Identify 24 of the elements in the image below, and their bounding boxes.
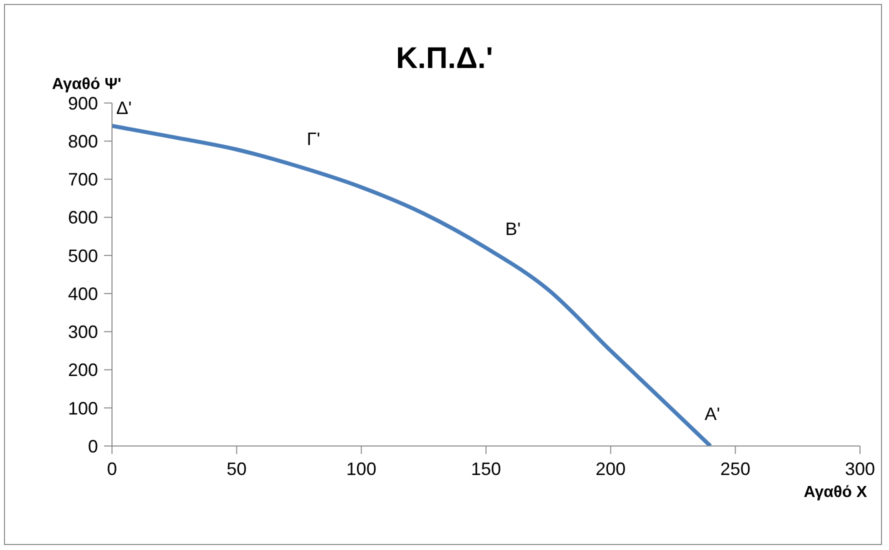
y-tick-label: 800 xyxy=(68,132,98,152)
y-tick-label: 500 xyxy=(68,246,98,266)
y-tick-label: 300 xyxy=(68,322,98,342)
y-tick-label: 900 xyxy=(68,93,98,114)
y-tick-label: 0 xyxy=(88,436,98,456)
annotation: Α' xyxy=(704,404,720,424)
x-tick-label: 0 xyxy=(106,458,118,479)
chart-title: Κ.Π.Δ.' xyxy=(394,42,494,76)
annotation: Γ' xyxy=(306,128,320,149)
annotation: Β' xyxy=(505,219,521,240)
y-tick-label: 400 xyxy=(68,284,98,304)
y-axis-title: Αγαθό Ψ' xyxy=(52,76,122,94)
x-axis-title: Αγαθό Χ xyxy=(804,484,867,502)
x-tick-label: 150 xyxy=(470,458,502,479)
x-tick-label: 250 xyxy=(720,458,750,479)
x-tick-label: 300 xyxy=(844,458,876,479)
annotation: Δ' xyxy=(116,98,132,118)
y-tick-label: 100 xyxy=(68,398,98,418)
y-tick-label: 200 xyxy=(68,360,98,380)
x-tick-label: 200 xyxy=(596,458,626,479)
x-tick-label: 100 xyxy=(346,458,376,479)
x-tick-label: 50 xyxy=(226,458,247,479)
y-tick-label: 600 xyxy=(68,208,98,228)
y-tick-label: 700 xyxy=(68,170,98,190)
